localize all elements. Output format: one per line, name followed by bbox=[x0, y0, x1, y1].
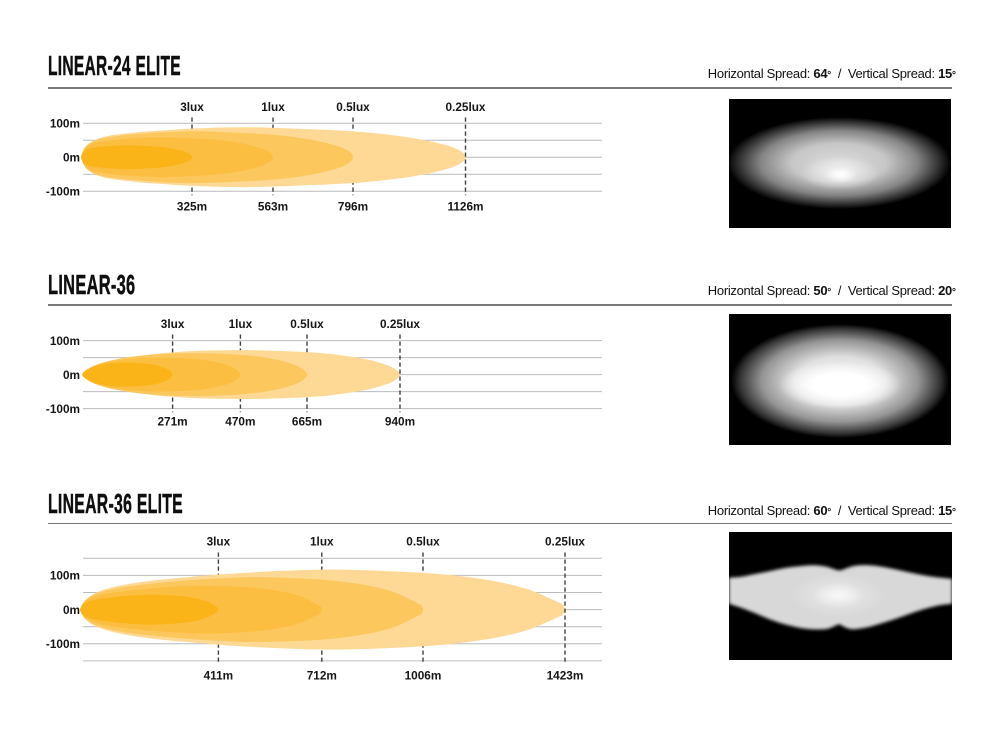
svg-text:0.5lux: 0.5lux bbox=[290, 317, 324, 331]
svg-text:0m: 0m bbox=[63, 603, 80, 617]
svg-text:1006m: 1006m bbox=[405, 669, 442, 683]
svg-text:100m: 100m bbox=[50, 116, 80, 130]
svg-text:712m: 712m bbox=[307, 669, 337, 683]
svg-text:0.5lux: 0.5lux bbox=[336, 100, 370, 114]
svg-text:796m: 796m bbox=[338, 199, 368, 213]
svg-text:940m: 940m bbox=[385, 414, 415, 428]
svg-text:1126m: 1126m bbox=[447, 199, 483, 213]
svg-text:3lux: 3lux bbox=[161, 317, 185, 331]
svg-text:-100m: -100m bbox=[46, 637, 80, 651]
svg-text:0.25lux: 0.25lux bbox=[445, 100, 485, 114]
svg-text:100m: 100m bbox=[50, 334, 80, 348]
svg-text:1423m: 1423m bbox=[547, 669, 584, 683]
svg-text:1lux: 1lux bbox=[310, 534, 334, 548]
svg-text:0.5lux: 0.5lux bbox=[406, 534, 440, 548]
svg-text:1lux: 1lux bbox=[261, 100, 285, 114]
svg-text:3lux: 3lux bbox=[180, 100, 204, 114]
svg-text:665m: 665m bbox=[292, 414, 322, 428]
svg-text:470m: 470m bbox=[225, 414, 255, 428]
svg-text:563m: 563m bbox=[258, 199, 288, 213]
svg-text:3lux: 3lux bbox=[207, 534, 231, 548]
svg-text:271m: 271m bbox=[158, 414, 188, 428]
svg-text:100m: 100m bbox=[50, 569, 80, 583]
svg-text:411m: 411m bbox=[204, 669, 234, 683]
svg-text:0m: 0m bbox=[63, 368, 80, 382]
svg-text:1lux: 1lux bbox=[229, 317, 253, 331]
svg-text:-100m: -100m bbox=[46, 402, 80, 416]
svg-text:0.25lux: 0.25lux bbox=[380, 317, 420, 331]
svg-text:0m: 0m bbox=[63, 150, 80, 164]
svg-text:0.25lux: 0.25lux bbox=[545, 534, 585, 548]
svg-text:-100m: -100m bbox=[46, 184, 80, 198]
svg-text:325m: 325m bbox=[177, 199, 207, 213]
